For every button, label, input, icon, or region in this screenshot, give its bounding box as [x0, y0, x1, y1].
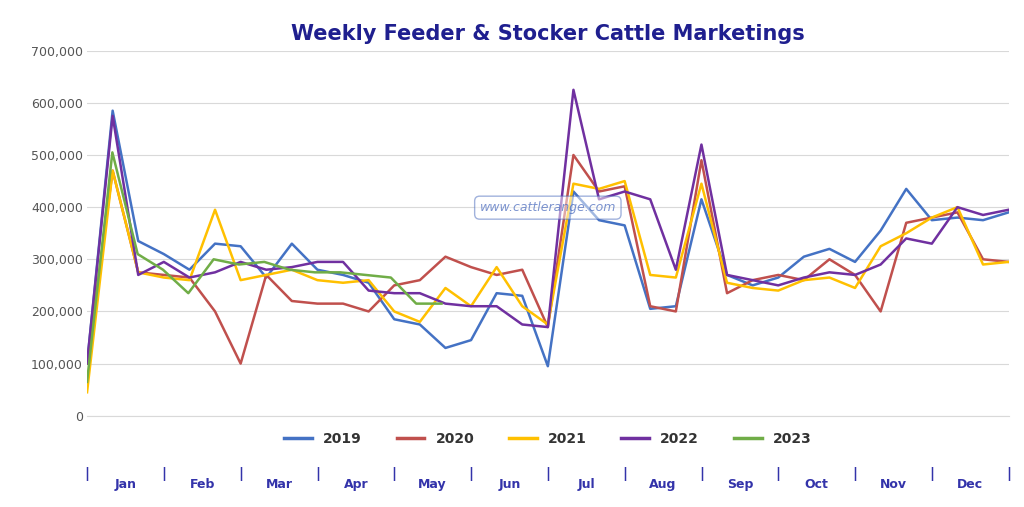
Text: May: May: [419, 478, 446, 491]
Text: Sep: Sep: [727, 478, 753, 491]
Text: |: |: [162, 467, 166, 481]
Text: Oct: Oct: [805, 478, 828, 491]
Text: |: |: [853, 467, 857, 481]
Text: Feb: Feb: [189, 478, 215, 491]
Text: Apr: Apr: [343, 478, 369, 491]
Text: Nov: Nov: [880, 478, 907, 491]
Text: |: |: [1007, 467, 1011, 481]
Text: |: |: [546, 467, 550, 481]
Text: |: |: [776, 467, 780, 481]
Text: |: |: [239, 467, 243, 481]
Text: |: |: [699, 467, 703, 481]
Text: Aug: Aug: [649, 478, 677, 491]
Text: Dec: Dec: [957, 478, 983, 491]
Text: |: |: [85, 467, 89, 481]
Text: |: |: [930, 467, 934, 481]
Text: www.cattlerange.com: www.cattlerange.com: [479, 201, 616, 214]
Text: Jun: Jun: [499, 478, 520, 491]
Text: Jul: Jul: [578, 478, 595, 491]
Text: Mar: Mar: [265, 478, 293, 491]
Legend: 2019, 2020, 2021, 2022, 2023: 2019, 2020, 2021, 2022, 2023: [279, 426, 817, 451]
Text: |: |: [315, 467, 319, 481]
Text: |: |: [623, 467, 627, 481]
Text: |: |: [392, 467, 396, 481]
Title: Weekly Feeder & Stocker Cattle Marketings: Weekly Feeder & Stocker Cattle Marketing…: [291, 24, 805, 44]
Text: Jan: Jan: [115, 478, 136, 491]
Text: |: |: [469, 467, 473, 481]
